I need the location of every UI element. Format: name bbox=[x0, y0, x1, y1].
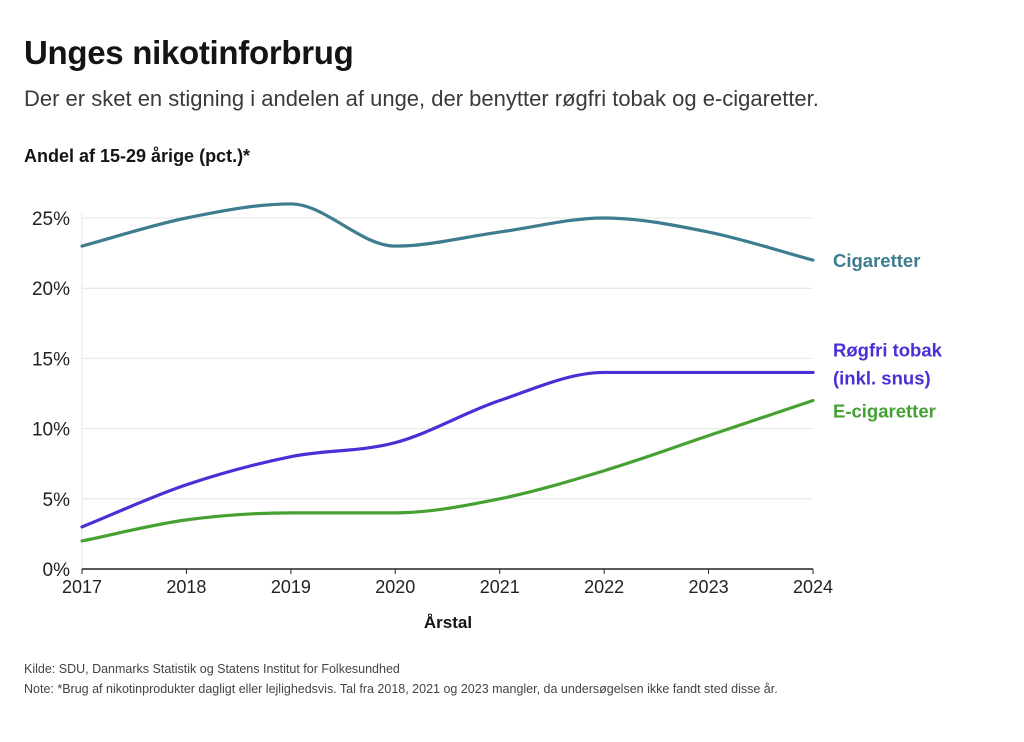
x-tick-label: 2024 bbox=[793, 577, 833, 597]
y-tick-label: 5% bbox=[43, 490, 71, 511]
series-label-rogfri: Røgfri tobak bbox=[833, 339, 943, 360]
x-axis-label: Årstal bbox=[424, 613, 472, 632]
series-lines bbox=[80, 202, 815, 543]
series-label-rogfri: (inkl. snus) bbox=[833, 367, 931, 388]
x-tick-label: 2018 bbox=[166, 577, 206, 597]
y-axis-ticks: 0% 5% 10% 15% 20% 25% bbox=[32, 209, 70, 581]
y-axis-label: Andel af 15-29 årige (pct.)* bbox=[24, 146, 251, 166]
x-tick-label: 2022 bbox=[584, 577, 624, 597]
y-tick-label: 10% bbox=[32, 420, 70, 441]
source-note: Kilde: SDU, Danmarks Statistik og Staten… bbox=[24, 662, 400, 676]
x-tick-label: 2017 bbox=[62, 577, 102, 597]
y-tick-label: 15% bbox=[32, 349, 70, 370]
series-line-cigaretter bbox=[80, 202, 815, 262]
chart-title: Unges nikotinforbrug bbox=[24, 34, 354, 71]
x-tick-label: 2023 bbox=[689, 577, 729, 597]
y-tick-label: 25% bbox=[32, 209, 70, 230]
gridlines bbox=[81, 214, 813, 570]
y-tick-label: 0% bbox=[43, 560, 71, 581]
y-tick-label: 20% bbox=[32, 279, 70, 300]
x-axis-ticks: 2017 2018 2019 2020 2021 2022 2023 2024 bbox=[62, 569, 833, 597]
x-tick-label: 2020 bbox=[375, 577, 415, 597]
series-label-cigaretter: Cigaretter bbox=[833, 250, 920, 271]
x-tick-label: 2021 bbox=[480, 577, 520, 597]
series-line-rogfri bbox=[80, 370, 815, 529]
x-tick-label: 2019 bbox=[271, 577, 311, 597]
chart-subtitle: Der er sket en stigning i andelen af ung… bbox=[24, 86, 819, 111]
series-line-ecig bbox=[80, 398, 815, 543]
footnote: Note: *Brug af nikotinprodukter dagligt … bbox=[24, 682, 778, 696]
series-labels: Cigaretter Røgfri tobak (inkl. snus) E-ciga… bbox=[833, 250, 943, 421]
series-label-ecig: E-cigaretter bbox=[833, 401, 936, 422]
